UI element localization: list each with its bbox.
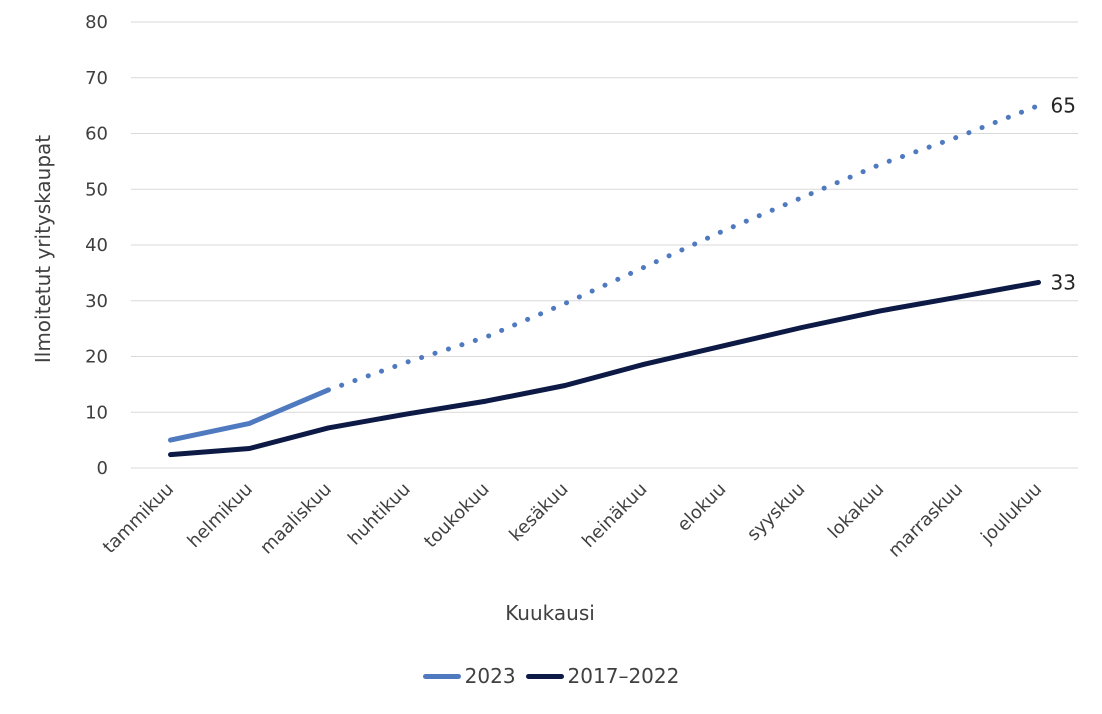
y-tick-label: 50 <box>85 179 108 200</box>
y-tick-label: 60 <box>85 124 108 145</box>
x-tick-label: joulukuu <box>976 479 1046 549</box>
x-tick-label: tammikuu <box>99 479 178 558</box>
series-0-line <box>168 387 331 443</box>
y-tick-label: 30 <box>85 291 108 312</box>
y-tick-label: 20 <box>85 347 108 368</box>
legend-swatch-2017-2022 <box>525 673 564 679</box>
x-tick-label: kesäkuu <box>505 479 572 546</box>
x-tick-label: syyskuu <box>743 479 809 545</box>
x-tick-label: huhtikuu <box>344 479 415 550</box>
legend-label-2017-2022: 2017–2022 <box>567 664 680 688</box>
y-tick-label: 10 <box>85 402 108 423</box>
x-tick-label: toukokuu <box>420 479 494 553</box>
series-lines <box>168 103 1041 458</box>
x-tick-label: helmikuu <box>184 479 257 552</box>
legend-swatch-2023 <box>422 673 461 679</box>
x-axis-ticks: tammikuu helmikuu maaliskuu huhtikuu toukoku… <box>99 479 1046 562</box>
legend-item-2023: 2023 <box>422 664 516 688</box>
legend-label-2023: 2023 <box>464 664 516 688</box>
y-tick-label: 0 <box>97 458 108 479</box>
legend-item-2017-2022: 2017–2022 <box>525 664 680 688</box>
y-axis-title: Ilmoitetut yrityskaupat <box>31 135 55 363</box>
legend: 2023 2017–2022 <box>0 660 1102 692</box>
gridlines <box>131 21 1078 469</box>
series-1-end-label: 33 <box>1051 270 1076 294</box>
y-tick-label: 80 <box>85 12 108 33</box>
y-tick-label: 40 <box>85 235 108 256</box>
y-tick-label: 70 <box>85 68 108 89</box>
series-1-line <box>168 279 1041 458</box>
x-axis-title: Kuukausi <box>505 601 595 625</box>
data-labels: 65 33 <box>1051 94 1076 295</box>
series-0-projection-line <box>325 103 1041 393</box>
x-tick-label: marraskuu <box>884 479 967 562</box>
series-0-end-label: 65 <box>1051 94 1076 118</box>
x-tick-label: elokuu <box>673 479 730 536</box>
x-tick-label: maaliskuu <box>256 479 336 559</box>
x-tick-label: lokakuu <box>824 479 888 543</box>
x-tick-label: heinäkuu <box>578 479 651 552</box>
y-axis-ticks: 0 10 20 30 40 50 60 70 80 <box>85 12 108 479</box>
